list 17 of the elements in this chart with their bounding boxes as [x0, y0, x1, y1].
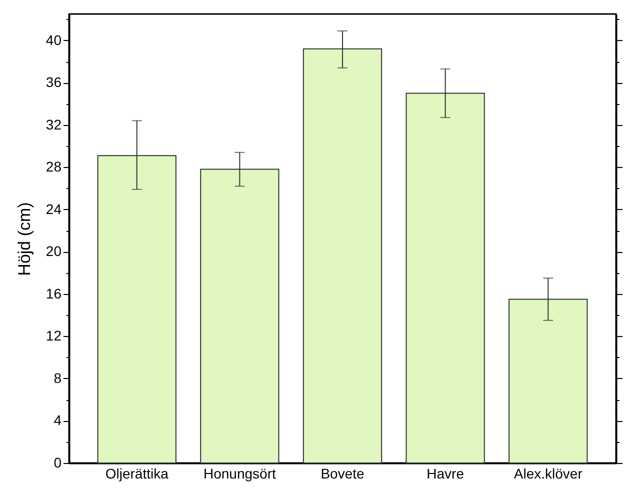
x-tick-label: Alex.klöver	[514, 466, 583, 482]
y-tick-label: 20	[46, 243, 62, 260]
y-tick-label: 24	[46, 200, 62, 217]
y-tick-label: 12	[46, 328, 62, 344]
x-tick-label: Oljerättika	[105, 466, 169, 482]
y-tick-label: 32	[46, 116, 62, 132]
y-tick-label: 36	[46, 74, 62, 90]
y-tick-label: 28	[46, 158, 62, 175]
y-tick-label: 16	[46, 285, 62, 302]
y-tick-label: 8	[54, 370, 62, 386]
x-tick-label: Havre	[426, 466, 464, 482]
y-axis-title: Höjd (cm)	[14, 202, 34, 276]
x-tick-label: Bovete	[320, 466, 365, 482]
y-tick-label: 0	[54, 454, 62, 470]
y-tick-label: 4	[54, 412, 62, 428]
x-tick-label: Honungsört	[203, 466, 276, 482]
y-tick-label: 40	[46, 32, 62, 48]
